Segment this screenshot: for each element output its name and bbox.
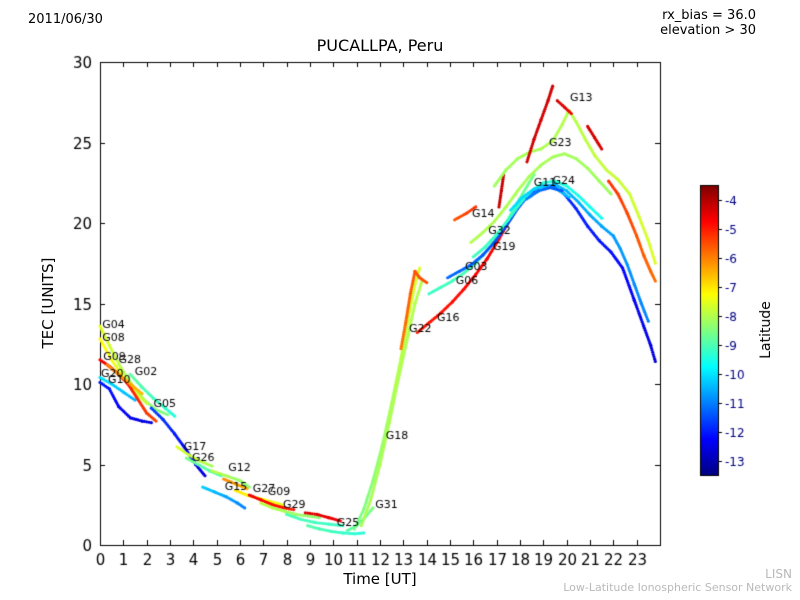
rx-bias-label: rx_bias = 36.0 — [662, 8, 756, 23]
colorbar-label: Latitude — [758, 301, 774, 359]
lisn-watermark: LISN Low-Latitude Ionospheric Sensor Net… — [563, 567, 792, 594]
lisn-watermark-fullname: Low-Latitude Ionospheric Sensor Network — [563, 581, 792, 594]
date-label: 2011/06/30 — [28, 12, 103, 27]
receiver-info: rx_bias = 36.0 elevation > 30 — [660, 8, 756, 38]
lisn-watermark-acronym: LISN — [765, 567, 792, 581]
elevation-label: elevation > 30 — [660, 23, 756, 38]
y-axis-label: TEC [UNITS] — [39, 257, 57, 349]
x-axis-label: Time [UT] — [343, 570, 417, 588]
page-title: PUCALLPA, Peru — [316, 36, 444, 55]
